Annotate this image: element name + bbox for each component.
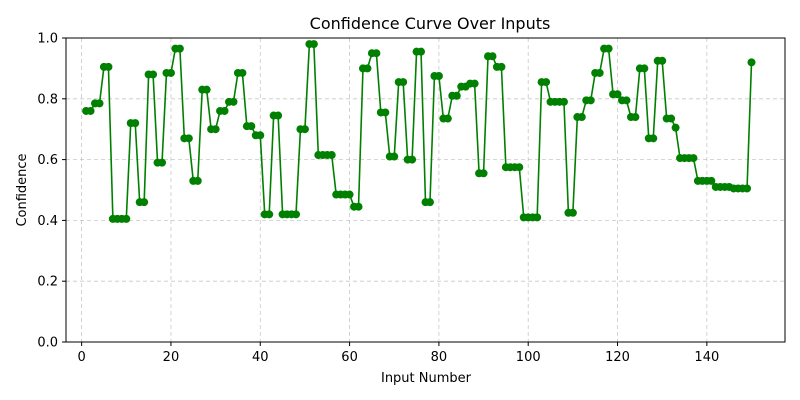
data-point — [345, 190, 354, 199]
data-point — [707, 176, 716, 185]
data-point — [122, 214, 131, 223]
x-axis-ticks: 0 20 40 60 80 100 120 140 — [77, 342, 719, 365]
x-tick-label: 100 — [516, 350, 541, 365]
data-point — [631, 113, 640, 122]
data-point — [184, 134, 193, 143]
y-tick-label: 0.6 — [37, 153, 58, 168]
data-point — [247, 122, 256, 131]
x-tick-label: 80 — [431, 350, 448, 365]
y-axis-label: Confidence — [15, 153, 30, 226]
data-point — [372, 49, 381, 58]
x-tick-label: 60 — [341, 350, 358, 365]
data-point — [568, 208, 577, 217]
data-point — [604, 44, 613, 53]
data-point — [658, 56, 667, 65]
data-point — [434, 72, 443, 80]
y-tick-label: 0.8 — [37, 92, 58, 107]
data-point — [417, 47, 426, 56]
data-point — [211, 125, 220, 134]
data-point — [595, 68, 604, 77]
data-point — [363, 64, 372, 73]
data-point — [613, 90, 622, 99]
data-point — [86, 106, 95, 115]
chart-title: Confidence Curve Over Inputs — [310, 14, 551, 33]
data-point — [327, 151, 336, 160]
y-axis-ticks: 0.0 0.2 0.4 0.6 0.8 1.0 — [37, 32, 66, 351]
data-point — [309, 40, 318, 49]
y-tick-label: 0.4 — [37, 214, 58, 229]
data-point — [238, 68, 247, 77]
data-point — [689, 154, 698, 163]
data-point — [671, 123, 680, 132]
data-point — [158, 158, 167, 167]
data-point — [452, 91, 461, 100]
data-point — [381, 108, 390, 117]
data-point — [104, 62, 113, 71]
data-point — [542, 78, 551, 87]
data-point — [274, 111, 283, 120]
data-point — [640, 64, 649, 73]
data-point — [300, 125, 309, 134]
data-point — [425, 198, 434, 207]
data-point — [291, 210, 300, 219]
x-tick-label: 120 — [605, 350, 630, 365]
data-point — [479, 169, 488, 178]
data-point — [140, 198, 149, 207]
data-point — [577, 113, 586, 122]
x-tick-label: 140 — [694, 350, 719, 365]
data-point — [149, 70, 158, 79]
y-tick-label: 0.2 — [37, 275, 58, 290]
x-axis-label: Input Number — [381, 371, 472, 386]
data-point — [265, 210, 274, 219]
y-tick-label: 0.0 — [37, 336, 58, 351]
data-point — [193, 176, 202, 185]
data-point — [515, 163, 524, 172]
x-tick-label: 40 — [252, 350, 269, 365]
data-point — [747, 58, 756, 67]
data-point — [649, 134, 658, 143]
data-point — [220, 106, 229, 115]
y-tick-label: 1.0 — [37, 32, 58, 47]
data-point — [390, 152, 399, 161]
plot-frame — [65, 37, 786, 343]
series-line — [86, 43, 753, 220]
data-point — [622, 96, 631, 105]
data-point — [399, 78, 408, 87]
data-point — [559, 97, 568, 106]
data-point — [131, 119, 140, 128]
data-point — [202, 85, 211, 94]
data-point — [354, 202, 363, 211]
x-tick-label: 0 — [77, 350, 85, 365]
data-point — [95, 99, 104, 108]
data-point — [470, 79, 479, 88]
data-point — [533, 213, 542, 222]
data-point — [743, 184, 752, 193]
data-point — [586, 96, 595, 105]
data-point — [408, 155, 417, 164]
data-point — [166, 68, 175, 77]
data-point — [175, 44, 184, 53]
data-point — [229, 97, 238, 106]
data-point — [497, 62, 506, 71]
data-point — [256, 131, 265, 140]
data-point — [667, 114, 676, 123]
data-point — [443, 114, 452, 123]
data-point — [488, 52, 497, 61]
x-tick-label: 20 — [163, 350, 180, 365]
series-group — [82, 40, 756, 223]
